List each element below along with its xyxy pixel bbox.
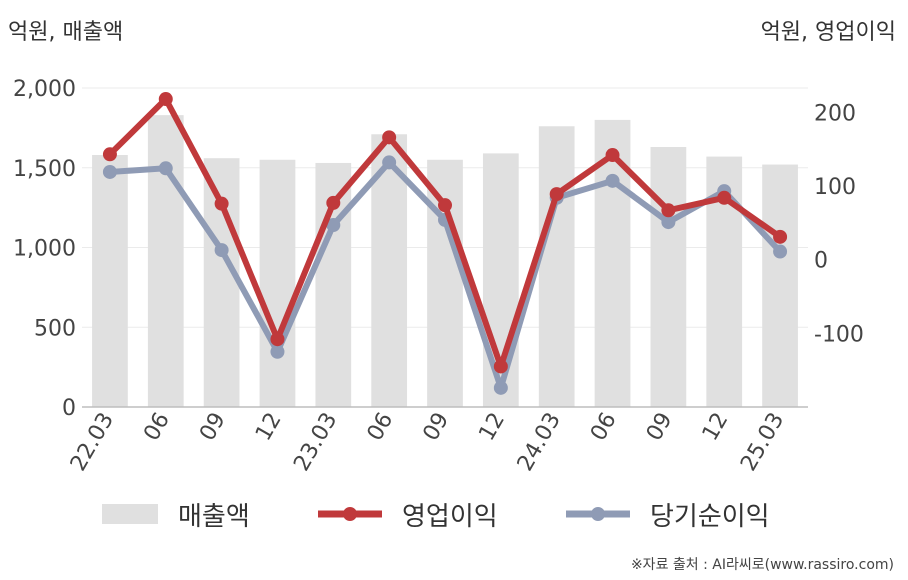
- point-operating-profit: [326, 195, 341, 210]
- point-operating-profit: [773, 229, 788, 244]
- right-tick-label: 200: [814, 101, 856, 126]
- legend-swatch-net-income: [566, 507, 630, 521]
- left-tick-label: 2,000: [13, 77, 76, 102]
- bar-sales: [650, 147, 687, 407]
- left-tick-label: 0: [62, 396, 76, 421]
- point-net-income: [214, 243, 229, 258]
- point-net-income: [773, 244, 788, 259]
- x-tick-label: 12: [698, 409, 734, 446]
- right-tick-label: 0: [814, 249, 828, 274]
- point-net-income: [661, 215, 676, 230]
- point-net-income: [382, 155, 397, 170]
- source-note: ※자료 출처 : AI라씨로(www.rassiro.com): [630, 557, 894, 573]
- x-tick-label: 09: [419, 409, 455, 446]
- legend-label-net-income: 당기순이익: [650, 501, 770, 532]
- left-tick-label: 1,000: [13, 237, 76, 262]
- legend-item-operating-profit: 영업이익: [318, 494, 498, 534]
- point-net-income: [605, 173, 620, 188]
- point-operating-profit: [158, 92, 173, 107]
- point-operating-profit: [382, 130, 397, 145]
- bar-sales: [427, 159, 463, 407]
- x-tick-label: 23.03: [289, 409, 342, 476]
- point-net-income: [158, 161, 173, 176]
- point-operating-profit: [214, 196, 229, 211]
- point-net-income: [493, 380, 508, 395]
- x-tick-label: 25.03: [736, 409, 789, 476]
- point-operating-profit: [661, 203, 676, 218]
- left-axis-unit-label: 억원, 매출액: [8, 20, 124, 45]
- bar-sales: [538, 126, 575, 407]
- x-tick-label: 12: [251, 409, 287, 446]
- bar-sales: [147, 115, 184, 408]
- right-tick-label: -100: [814, 322, 864, 347]
- bar-sales: [203, 158, 240, 407]
- legend: 매출액 영업이익 당기순이익: [0, 494, 908, 534]
- x-tick-label: 06: [363, 409, 399, 446]
- point-operating-profit: [549, 187, 564, 202]
- point-operating-profit: [605, 148, 620, 163]
- point-operating-profit: [493, 359, 508, 374]
- legend-swatch-operating-profit: [318, 507, 382, 521]
- legend-item-sales: 매출액: [102, 494, 250, 534]
- left-tick-label: 1,500: [13, 157, 76, 182]
- point-operating-profit: [270, 332, 285, 347]
- x-tick-label: 06: [139, 409, 175, 446]
- x-tick-label: 09: [642, 409, 678, 446]
- bar-sales: [762, 164, 798, 407]
- legend-swatch-sales: [102, 504, 158, 524]
- point-net-income: [270, 344, 285, 359]
- x-tick-label: 06: [586, 409, 622, 446]
- bar-sales: [92, 154, 128, 407]
- legend-label-sales: 매출액: [178, 501, 250, 532]
- point-net-income: [102, 164, 117, 179]
- right-tick-label: 100: [814, 175, 856, 200]
- point-operating-profit: [102, 147, 117, 162]
- legend-item-net-income: 당기순이익: [566, 494, 770, 534]
- point-operating-profit: [438, 198, 452, 213]
- point-operating-profit: [717, 190, 732, 205]
- bar-sales: [259, 159, 296, 407]
- right-axis-unit-label: 억원, 영업이익: [760, 20, 896, 45]
- x-tick-label: 12: [474, 409, 510, 446]
- x-tick-label: 09: [195, 409, 231, 446]
- left-tick-label: 500: [34, 316, 76, 341]
- point-net-income: [326, 218, 341, 233]
- x-tick-label: 24.03: [513, 409, 566, 476]
- legend-label-operating-profit: 영업이익: [402, 501, 498, 532]
